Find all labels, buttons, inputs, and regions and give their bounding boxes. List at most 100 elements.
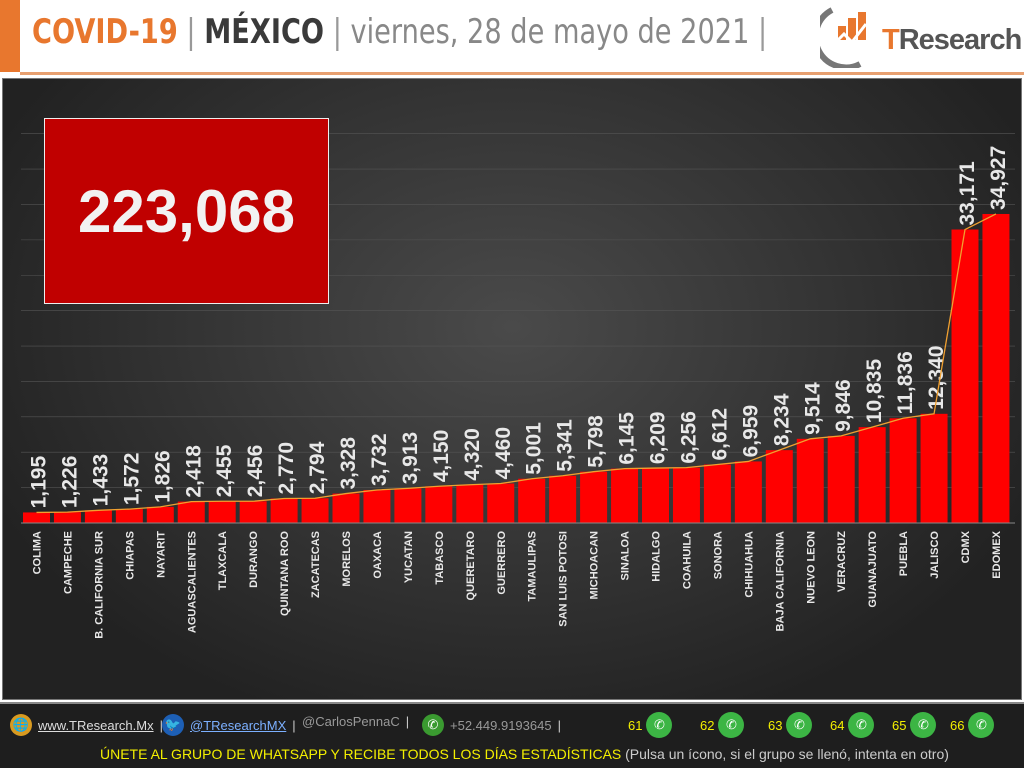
bar-colima [23, 512, 50, 523]
website-link[interactable]: 🌐 www.TResearch.Mx | [10, 714, 163, 736]
phone-icon: ✆ [422, 714, 444, 736]
bar-veracruz [827, 435, 855, 523]
value-label: 9,846 [832, 379, 855, 432]
value-label: 3,913 [399, 432, 422, 485]
value-label: 1,826 [151, 450, 174, 503]
bar-puebla [889, 418, 917, 523]
whatsapp-group-61[interactable]: 61 ✆ [628, 712, 673, 738]
phone-text: +52.449.9193645 [450, 717, 552, 733]
total-cases: 223,068 [44, 118, 329, 304]
whatsapp-group-66[interactable]: 66 ✆ [950, 712, 995, 738]
bar-tamaulipas [518, 478, 546, 523]
value-label: 1,226 [58, 456, 81, 509]
join-text: ÚNETE AL GRUPO DE WHATSAPP Y RECIBE TODO… [100, 746, 622, 762]
separator: | [186, 12, 196, 52]
logo-text-t: T [882, 24, 900, 56]
category-label: PUEBLA [898, 531, 910, 576]
category-label: YUCATAN [403, 531, 415, 583]
bar-zacatecas [301, 498, 329, 523]
whatsapp-group-63[interactable]: 63 ✆ [768, 712, 813, 738]
bar-guerrero [487, 483, 515, 523]
whatsapp-group-64[interactable]: 64 ✆ [830, 712, 875, 738]
category-label: CHIAPAS [124, 531, 136, 580]
bar-san-luis-potosi [549, 475, 577, 523]
category-label: HIDALGO [651, 531, 663, 582]
bar-guanajuato [858, 427, 886, 523]
join-whatsapp-text: ÚNETE AL GRUPO DE WHATSAPP Y RECIBE TODO… [100, 746, 949, 762]
whatsapp-icon: ✆ [968, 712, 995, 738]
category-label: SONORA [712, 531, 724, 579]
whatsapp-icon: ✆ [910, 712, 937, 738]
separator: | [405, 714, 410, 729]
bar-edomex [982, 213, 1010, 523]
phone-link[interactable]: ✆ +52.449.9193645 | [422, 714, 561, 736]
logo-text: TResearch [882, 24, 1023, 57]
bar-oaxaca [363, 489, 391, 523]
category-label: NUEVO LEON [805, 531, 817, 604]
separator: | [292, 717, 296, 733]
group-number: 61 [628, 717, 643, 733]
category-label: BAJA CALIFORNIA [774, 531, 786, 631]
value-label: 5,341 [554, 419, 577, 472]
whatsapp-group-65[interactable]: 65 ✆ [892, 712, 937, 738]
category-label: AGUASCALIENTES [186, 531, 198, 633]
bar-baja-california [765, 450, 793, 523]
trend-line [36, 213, 997, 514]
bar-nuevo-leon [796, 438, 824, 523]
separator: | [332, 12, 342, 52]
whatsapp-icon: ✆ [718, 712, 745, 738]
logo-text-rest: Research [898, 24, 1023, 56]
value-label: 10,835 [863, 359, 886, 424]
bar-chihuahua [734, 461, 762, 523]
value-label: 1,195 [28, 456, 51, 509]
group-number: 66 [950, 717, 965, 733]
value-label: 2,418 [182, 445, 205, 498]
value-label: 33,171 [956, 161, 979, 226]
value-label: 1,433 [89, 454, 112, 507]
personal-handle: @CarlosPennaC | [302, 714, 409, 729]
group-number: 63 [768, 717, 783, 733]
category-label: CDMX [960, 530, 972, 563]
category-label: TAMAULIPAS [527, 531, 539, 601]
twitter-text: @TResearchMX [190, 717, 287, 733]
logo-mark-icon [812, 7, 868, 71]
category-label: JALISCO [929, 531, 941, 579]
category-label: CHIHUAHUA [743, 531, 755, 598]
bar-morelos [332, 493, 360, 523]
value-label: 4,320 [461, 428, 484, 481]
category-label: ZACATECAS [310, 531, 322, 598]
group-number: 64 [830, 717, 845, 733]
category-label: TABASCO [434, 531, 446, 585]
value-label: 5,001 [523, 422, 546, 475]
value-label: 6,612 [708, 408, 731, 461]
bar-nayarit [146, 506, 174, 523]
category-label: SAN LUIS POTOSI [558, 531, 570, 627]
bar-durango [239, 501, 267, 523]
twitter-link[interactable]: 🐦 @TResearchMX | [162, 714, 296, 736]
value-label: 6,145 [616, 412, 639, 465]
category-label: B. CALIFORNIA SUR [93, 531, 105, 639]
value-label: 4,150 [430, 430, 453, 483]
page-title: COVID-19 | MÉXICO | viernes, 28 de mayo … [32, 12, 767, 52]
category-label: DURANGO [248, 531, 260, 588]
bar-hidalgo [642, 468, 669, 523]
bar-tlaxcala [208, 501, 236, 523]
value-label: 5,798 [585, 415, 608, 468]
value-label: 2,794 [306, 441, 329, 494]
separator: | [160, 718, 163, 733]
category-label: TLAXCALA [217, 531, 229, 590]
category-label: MORELOS [341, 531, 353, 587]
value-label: 6,256 [677, 411, 700, 464]
title-covid: COVID-19 [32, 12, 178, 52]
bar-queretaro [456, 484, 484, 523]
bar-cdmx [951, 229, 979, 523]
category-label: COAHUILA [681, 531, 693, 589]
bar-chiapas [115, 509, 143, 523]
bar-tabasco [425, 486, 453, 523]
bar-b-california-sur [84, 510, 112, 523]
whatsapp-group-62[interactable]: 62 ✆ [700, 712, 745, 738]
category-label: OAXACA [372, 531, 384, 579]
bar-quintana-roo [270, 498, 298, 523]
personal-text: @CarlosPennaC [302, 714, 400, 729]
category-label: QUERETARO [465, 531, 477, 601]
